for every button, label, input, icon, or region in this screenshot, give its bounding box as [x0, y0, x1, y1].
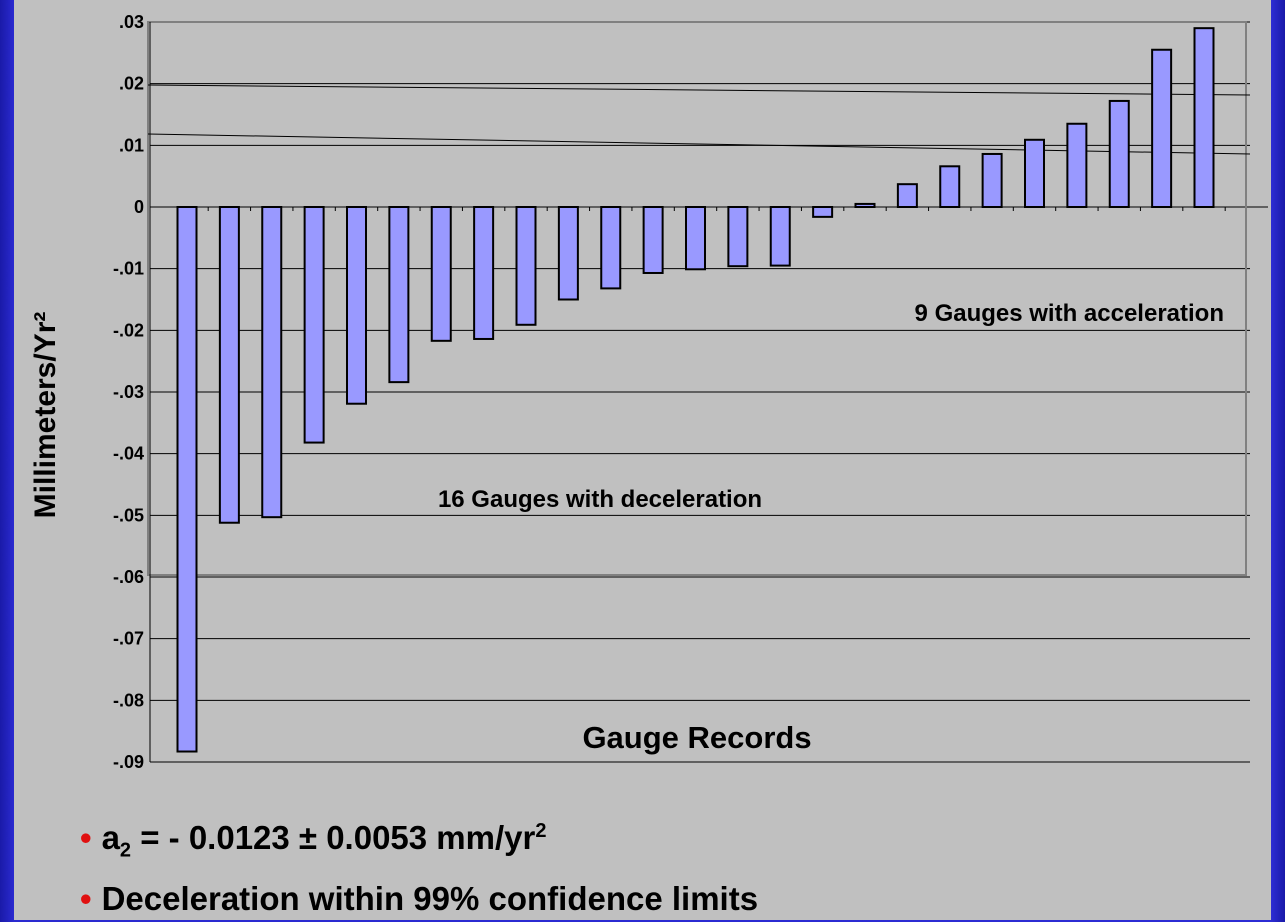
y-tick-label: -.09	[113, 752, 144, 772]
trend-line-upper	[147, 84, 1251, 96]
bullet-dot-icon: •	[80, 819, 92, 856]
bar	[1151, 48, 1173, 208]
y-tick-label: -.04	[113, 444, 144, 464]
bar	[1066, 122, 1088, 208]
bar	[685, 206, 706, 271]
bar	[388, 206, 410, 384]
y-tick-label: .01	[119, 135, 144, 155]
trend-line-lower	[147, 133, 1251, 155]
plot-area-frame	[147, 21, 1247, 576]
bar	[473, 206, 495, 340]
annotation-acceleration: 9 Gauges with acceleration	[915, 300, 1224, 327]
bar	[600, 206, 622, 290]
bar	[557, 206, 579, 301]
bar	[854, 202, 876, 209]
bullet-dot-icon: •	[80, 879, 92, 917]
bar	[896, 183, 918, 208]
y-tick-label: -.05	[113, 505, 144, 525]
bars	[176, 27, 1215, 753]
bullet-item-confidence: • Deceleration within 99% confidence limi…	[80, 875, 758, 922]
bullet-item-formula: • a2 = - 0.0123 ± 0.0053 mm/yr2	[80, 808, 758, 875]
confidence-text: Deceleration within 99% confidence limit…	[101, 879, 759, 917]
y-tick-labels: .03 .02 .01 0 -.01 -.02 -.03 -.04 -.05 -.06 -.07 -.…	[113, 12, 144, 772]
annotation-deceleration: 16 Gauges with deceleration	[438, 486, 762, 513]
bullet-list: • a2 = - 0.0123 ± 0.0053 mm/yr2 • Decelera…	[80, 808, 758, 922]
y-tick-label: -.03	[113, 382, 144, 402]
formula-value: = - 0.0123 ± 0.0053 mm/yr	[131, 819, 536, 856]
y-tick-label: -.01	[113, 259, 144, 279]
bar	[303, 206, 325, 444]
bar	[642, 206, 664, 274]
formula-a: a	[101, 819, 120, 856]
bar	[812, 206, 834, 218]
bar	[261, 206, 283, 519]
bar	[939, 165, 961, 209]
bar	[1024, 138, 1045, 209]
bar	[218, 206, 240, 524]
y-tick-label: 0	[134, 197, 144, 217]
y-tick-label: -.08	[113, 690, 144, 710]
bar	[769, 206, 791, 267]
bar	[1193, 27, 1215, 208]
y-tick-label: .02	[119, 74, 144, 94]
bar	[515, 206, 537, 326]
x-axis-title: Gauge Records	[582, 720, 811, 755]
bar	[346, 206, 367, 405]
y-tick-label: -.02	[113, 320, 144, 340]
formula-subscript: 2	[119, 839, 132, 862]
y-axis-title: Millimeters/Yr²	[29, 312, 62, 519]
y-tick-label: -.07	[113, 629, 144, 649]
gridlines	[150, 21, 1268, 763]
y-tick-label: .03	[119, 12, 144, 32]
bar	[1108, 99, 1130, 208]
bar	[727, 206, 749, 268]
formula-superscript: 2	[535, 820, 547, 842]
bar	[176, 206, 198, 753]
y-tick-label: -.06	[113, 567, 144, 587]
bar	[430, 206, 452, 342]
bar	[981, 152, 1003, 208]
bar-chart: .03 .02 .01 0 -.01 -.02 -.03 -.04 -.05 -.06 -.07 -.…	[29, 12, 1268, 772]
